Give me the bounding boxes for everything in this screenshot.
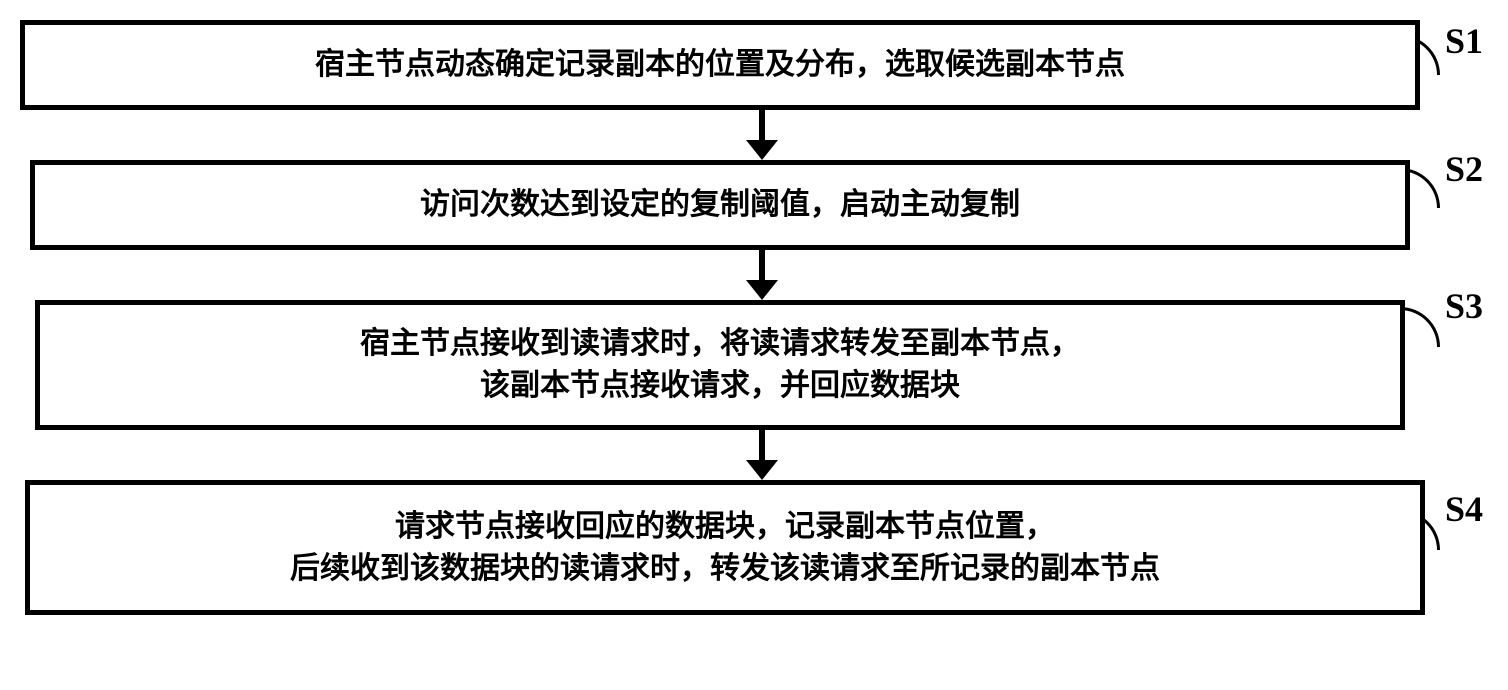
step-box-s3: 宿主节点接收到读请求时，将读请求转发至副本节点， 该副本节点接收请求，并回应数据… bbox=[35, 300, 1405, 430]
step-box-s1: 宿主节点动态确定记录副本的位置及分布，选取候选副本节点 bbox=[20, 20, 1420, 110]
step-label-s1: S1 bbox=[1445, 20, 1483, 62]
step-box-s2: 访问次数达到设定的复制阈值，启动主动复制 bbox=[30, 160, 1410, 250]
arrow-s1-s2 bbox=[35, 110, 1488, 160]
step-text: 访问次数达到设定的复制阈值，启动主动复制 bbox=[420, 184, 1020, 226]
arrow-head-icon bbox=[746, 460, 778, 480]
step-text: 该副本节点接收请求，并回应数据块 bbox=[480, 365, 960, 407]
flowchart-container: S1 S2 S3 S4 宿主节点动态确定记录副本的位置及分布，选取候选副本节点 … bbox=[20, 20, 1488, 615]
arrow-head-icon bbox=[746, 280, 778, 300]
step-text: 请求节点接收回应的数据块，记录副本节点位置， bbox=[395, 506, 1055, 548]
arrow-s3-s4 bbox=[35, 430, 1488, 480]
step-text: 宿主节点动态确定记录副本的位置及分布，选取候选副本节点 bbox=[315, 44, 1125, 86]
step-text: 后续收到该数据块的读请求时，转发该读请求至所记录的副本节点 bbox=[290, 548, 1160, 590]
step-box-s4: 请求节点接收回应的数据块，记录副本节点位置， 后续收到该数据块的读请求时，转发该… bbox=[25, 480, 1425, 615]
step-label-s4: S4 bbox=[1445, 488, 1483, 530]
step-text: 宿主节点接收到读请求时，将读请求转发至副本节点， bbox=[360, 323, 1080, 365]
arrow-head-icon bbox=[746, 140, 778, 160]
arrow-s2-s3 bbox=[35, 250, 1488, 300]
